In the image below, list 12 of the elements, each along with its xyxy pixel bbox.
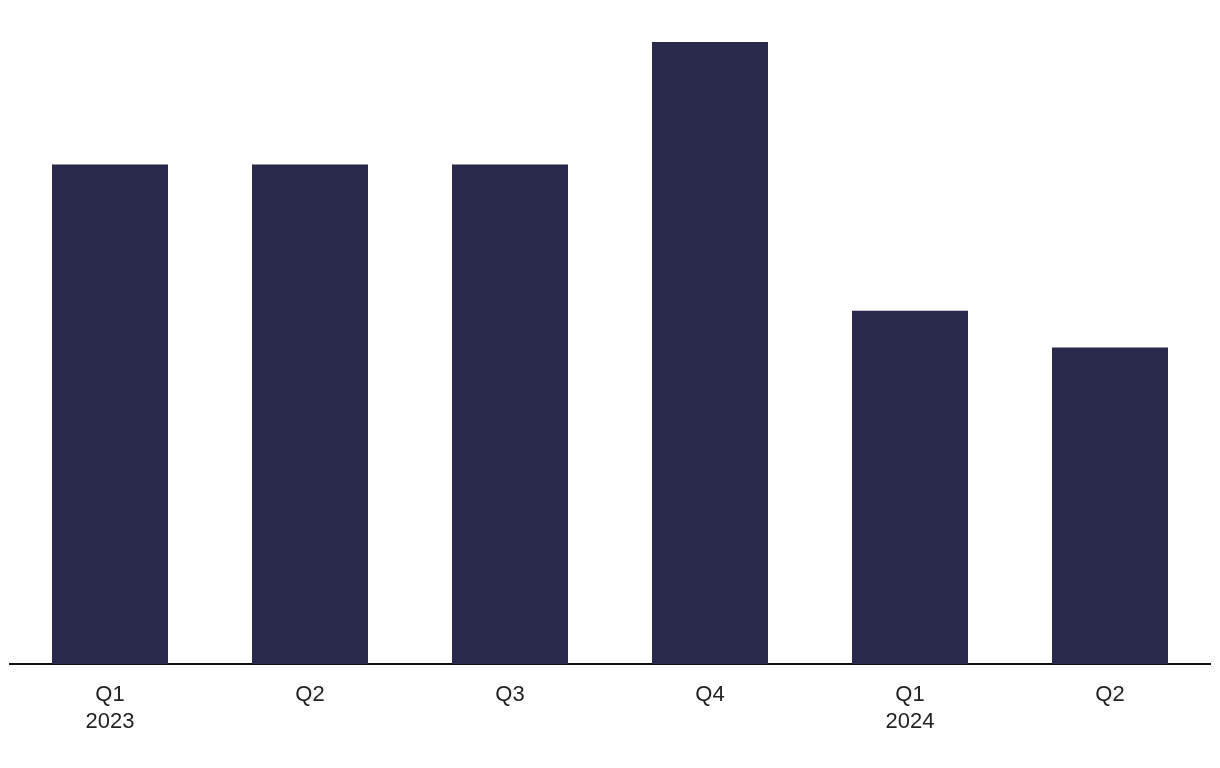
x-tick-label: Q2: [295, 681, 325, 707]
bar: [1052, 347, 1168, 665]
x-tick-label: Q3: [495, 681, 525, 707]
bar: [852, 310, 968, 665]
x-tick-label: Q4: [695, 681, 725, 707]
bar: [452, 164, 568, 665]
bar: [52, 164, 168, 665]
x-tick-label: Q2: [1095, 681, 1125, 707]
x-tick-label: Q1 2023: [85, 681, 135, 733]
bar: [252, 164, 368, 665]
bar: [652, 42, 768, 665]
x-tick-label: Q1 2024: [885, 681, 935, 733]
